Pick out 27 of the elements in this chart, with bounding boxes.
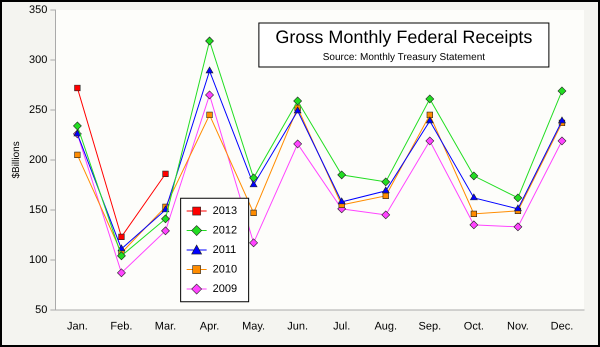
x-tick-label: May.: [242, 320, 266, 332]
y-tick-label: 150: [28, 204, 48, 216]
legend-label: 2009: [212, 283, 238, 296]
x-tick-label: Sep.: [418, 320, 442, 332]
x-tick-label: Aug.: [374, 320, 398, 332]
y-tick-label: 300: [28, 54, 48, 66]
x-tick-label: Dec.: [550, 320, 574, 332]
y-tick-label: 250: [28, 104, 48, 116]
x-tick-label: Nov.: [507, 320, 529, 332]
legend-label: 2011: [212, 244, 236, 256]
x-tick-label: Jan.: [66, 320, 88, 332]
text: Gross Monthly Federal Receipts: [275, 26, 532, 47]
x-tick-label: Apr.: [200, 320, 220, 332]
text: Source: Monthly Treasury Statement: [322, 52, 486, 63]
x-tick-label: Feb.: [110, 320, 132, 332]
y-axis-title: $Billions: [10, 141, 22, 179]
legend-label: 2013: [212, 205, 238, 218]
x-tick-label: Oct.: [464, 320, 484, 332]
y-tick-label: 50: [35, 304, 48, 316]
x-tick-label: Jun.: [287, 320, 308, 332]
y-tick-label: 100: [28, 254, 48, 266]
y-tick-label: 350: [28, 4, 48, 16]
x-tick-label: Mar.: [154, 320, 176, 332]
y-tick-label: 200: [28, 154, 48, 166]
x-tick-label: Jul.: [333, 320, 350, 332]
legend-label: 2010: [212, 264, 238, 276]
legend-label: 2012: [212, 224, 238, 237]
